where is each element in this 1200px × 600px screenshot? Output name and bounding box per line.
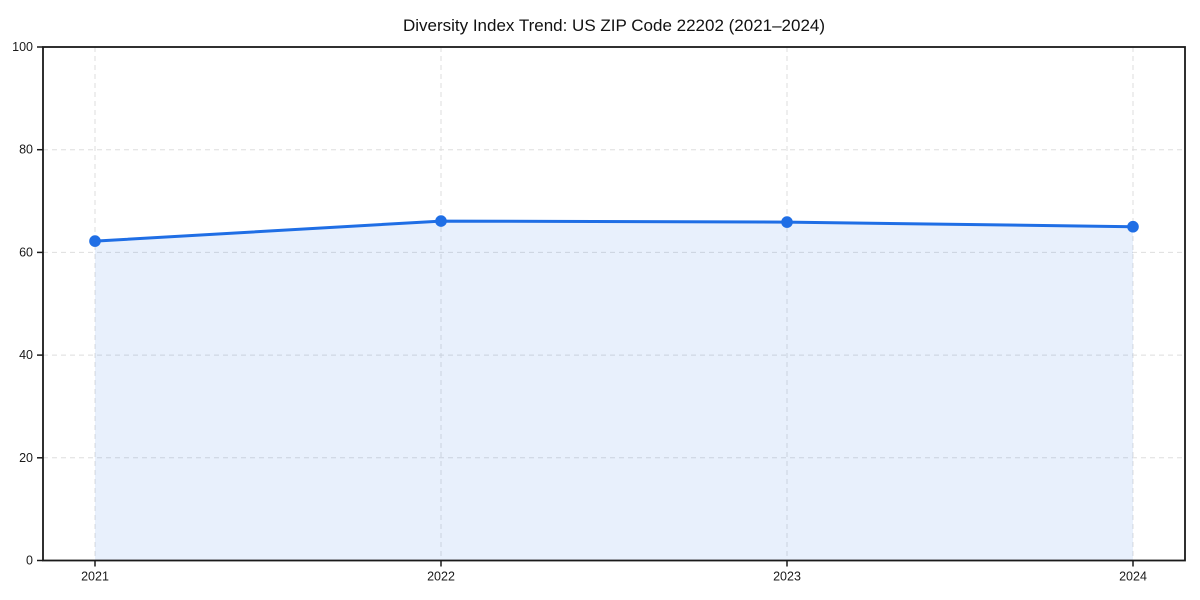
x-tick-label: 2022 <box>427 570 455 584</box>
plot-border <box>42 46 1186 562</box>
chart-title: Diversity Index Trend: US ZIP Code 22202… <box>403 16 825 35</box>
data-point-marker <box>781 216 793 228</box>
y-tick-label: 0 <box>26 554 33 568</box>
x-tick-label: 2023 <box>773 570 801 584</box>
x-tick-label: 2021 <box>81 570 109 584</box>
y-tick-label: 60 <box>19 245 33 259</box>
data-layer <box>89 215 1139 561</box>
y-tick-label: 20 <box>19 451 33 465</box>
data-point-marker <box>89 235 101 247</box>
axis-layer: 0 20 40 60 80 100 2021 2022 2023 2024 <box>12 40 1186 584</box>
trend-line <box>93 219 1135 243</box>
y-tick-label: 80 <box>19 143 33 157</box>
y-tick-label: 40 <box>19 348 33 362</box>
area-fill <box>95 221 1133 561</box>
y-tick-label: 100 <box>12 40 33 54</box>
data-point-marker <box>1127 220 1139 233</box>
x-tick-label: 2024 <box>1119 570 1147 584</box>
data-point-marker <box>435 215 447 227</box>
